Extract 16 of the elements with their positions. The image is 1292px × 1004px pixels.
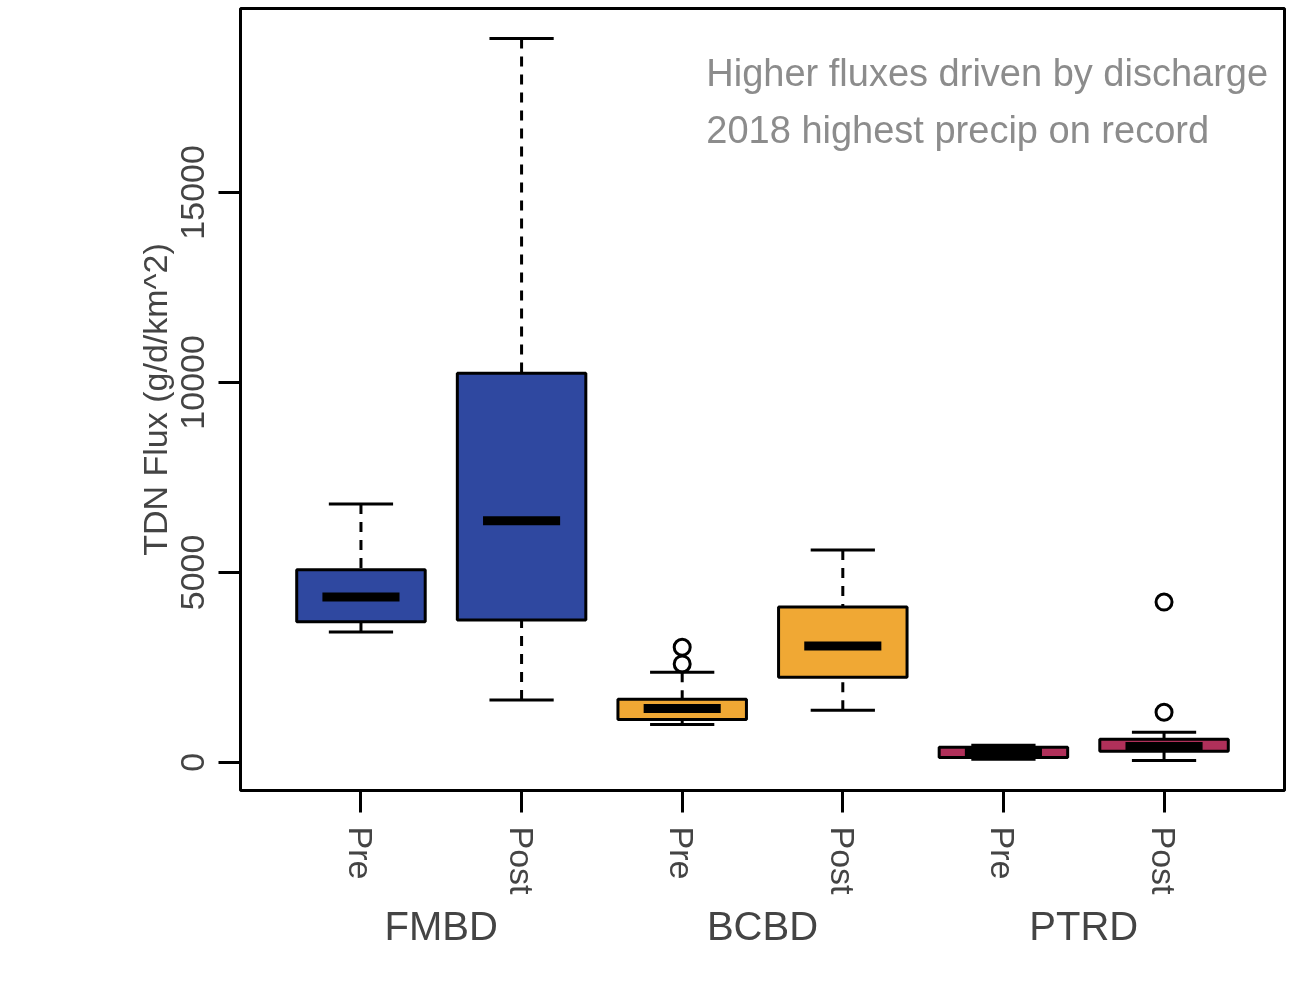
x-tick-label: Pre [663,826,702,880]
x-tick-label: Post [502,826,541,896]
x-tick-label: Pre [341,826,380,880]
text: FMBD [384,903,498,948]
text: PTRD [1029,903,1139,948]
annotation: Higher fluxes driven by discharge [706,51,1269,94]
x-tick-label: Pre [984,826,1023,880]
y-tick-label: 0 [173,752,212,772]
text: BCBD [706,903,819,948]
annotation: 2018 highest precip on record [706,108,1210,151]
y-axis-title: TDN Flux (g/d/km^2) [135,243,174,556]
y-tick-label: 15000 [173,145,212,240]
y-tick-label: 10000 [173,335,212,430]
x-tick-label: Post [823,826,862,896]
x-tick-label: Post [1145,826,1184,896]
y-tick-label: 5000 [173,534,212,611]
